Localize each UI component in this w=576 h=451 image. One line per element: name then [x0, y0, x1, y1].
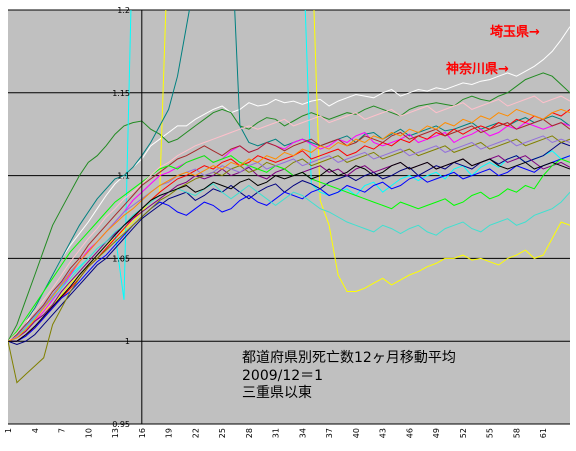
x-tick-label: 52: [459, 428, 468, 438]
x-tick-label: 28: [245, 428, 254, 438]
y-tick-label: 1: [125, 337, 130, 346]
x-tick-label: 10: [84, 428, 93, 438]
x-tick-label: 34: [298, 428, 307, 438]
chart-subtitle-region: 三重県以東: [242, 385, 312, 401]
series-line-14: [8, 183, 570, 342]
x-tick-label: 13: [111, 428, 120, 438]
axis-layer: [8, 10, 570, 425]
series-line-5: [8, 10, 570, 342]
y-tick-label: 1.05: [112, 254, 130, 263]
y-tick-label: 1.2: [117, 6, 130, 15]
series-line-18: [8, 158, 570, 342]
series-line-2: [8, 72, 570, 342]
x-tick-label: 61: [539, 428, 548, 438]
x-tick-label: 58: [512, 428, 521, 438]
x-tick-label: 55: [486, 428, 495, 438]
y-tick-label: 1.15: [112, 89, 130, 98]
x-tick-label: 7: [58, 428, 67, 433]
series-line-17: [8, 108, 570, 342]
annotation-saitama: 埼玉県→: [490, 24, 540, 40]
x-tick-label: 31: [272, 428, 281, 438]
label-layer: 0.95 1 1.05 1.1 1.15 1.2 1 4 7 10 13 16 19 22 25 28 31 34…: [4, 6, 548, 438]
series-line-8: [8, 141, 570, 346]
x-tick-label: 49: [432, 428, 441, 438]
series-line-11: [8, 135, 570, 384]
x-tick-label: 16: [138, 428, 147, 438]
x-tick-label: 19: [165, 428, 174, 438]
series-line-9: [8, 155, 570, 342]
x-tick-label: 37: [325, 428, 334, 438]
series-line-12: [8, 118, 570, 342]
series-line-13: [8, 155, 570, 342]
x-tick-label: 46: [405, 428, 414, 438]
x-tick-label: 22: [191, 428, 200, 438]
chart-title: 都道府県別死亡数12ヶ月移動平均: [242, 350, 456, 366]
x-tick-label: 40: [352, 428, 361, 438]
series-line-1: [8, 26, 570, 342]
x-tick-label: 1: [4, 428, 13, 433]
x-tick-label: 4: [31, 428, 40, 433]
x-tick-label: 25: [218, 428, 227, 438]
y-tick-label: 0.95: [112, 420, 130, 429]
series-line-16: [8, 95, 570, 342]
y-tick-label: 1.1: [117, 172, 130, 181]
x-tick-label: 43: [379, 428, 388, 438]
series-layer: [8, 10, 570, 384]
annotation-kanagawa: 神奈川県→: [446, 61, 509, 77]
series-line-7: [8, 108, 570, 342]
chart-subtitle-base: 2009/12＝1: [242, 368, 323, 384]
